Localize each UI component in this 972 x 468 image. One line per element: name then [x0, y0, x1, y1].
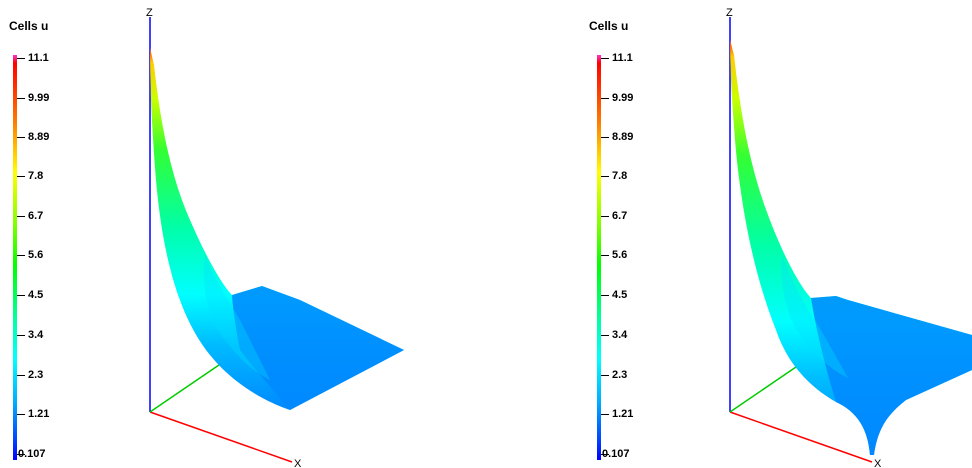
- tick-mark: [17, 216, 25, 217]
- tick-mark: [17, 335, 25, 336]
- tick-mark: [17, 137, 25, 138]
- tick-label: 9.99: [28, 92, 50, 104]
- tick-label: 8.89: [28, 131, 50, 143]
- tick-label: 6.7: [612, 210, 628, 222]
- tick-mark: [601, 176, 609, 177]
- tick-mark: [601, 58, 609, 59]
- colorbar: [13, 55, 17, 460]
- colorbar: [597, 55, 601, 460]
- tick-mark: [17, 58, 25, 59]
- tick-label: 6.7: [28, 210, 44, 222]
- tick-mark: [601, 255, 609, 256]
- tick-mark: [601, 414, 609, 415]
- surface-plateau: [232, 286, 404, 410]
- tick-label: 1.21: [28, 408, 50, 420]
- tick-label: 8.89: [612, 131, 634, 143]
- tick-mark: [17, 414, 25, 415]
- surface-highlight: [781, 255, 848, 378]
- plot-panel-left: Cells u 11.1 9.99 8.89 7.8 6.7 5.6 4.5 3…: [9, 7, 404, 468]
- tick-label: 3.4: [612, 329, 628, 341]
- tick-label: 2.3: [28, 369, 44, 381]
- tick-mark: [17, 454, 25, 455]
- tick-label: 9.99: [612, 92, 634, 104]
- surface-plot: Z X: [146, 7, 404, 468]
- tick-label: 11.1: [28, 52, 49, 64]
- tick-mark: [601, 335, 609, 336]
- surface-highlight: [203, 255, 270, 380]
- x-axis-label: X: [294, 458, 302, 468]
- tick-mark: [17, 255, 25, 256]
- tick-label: 11.1: [612, 52, 633, 64]
- surface-plot: Z X: [726, 7, 972, 468]
- tick-mark: [601, 216, 609, 217]
- tick-mark: [601, 98, 609, 99]
- tick-label: 5.6: [612, 249, 628, 261]
- tick-label: 0.107: [602, 448, 630, 460]
- tick-mark: [601, 454, 609, 455]
- z-axis-label: Z: [726, 7, 733, 19]
- tick-mark: [601, 137, 609, 138]
- tick-mark: [17, 176, 25, 177]
- legend-title: Cells u: [9, 19, 49, 33]
- tick-mark: [17, 98, 25, 99]
- tick-label: 3.4: [28, 329, 44, 341]
- tick-label: 4.5: [28, 289, 44, 301]
- tick-label: 1.21: [612, 408, 634, 420]
- tick-label: 4.5: [612, 289, 628, 301]
- tick-mark: [17, 375, 25, 376]
- tick-label: 2.3: [612, 369, 628, 381]
- surface-plateau: [811, 296, 972, 455]
- tick-label: 7.8: [28, 170, 44, 182]
- tick-label: 7.8: [612, 170, 628, 182]
- x-axis-label: X: [874, 458, 882, 468]
- z-axis-label: Z: [146, 7, 153, 19]
- tick-mark: [601, 295, 609, 296]
- plot-panel-right: Cells u 11.1 9.99 8.89 7.8 6.7 5.6 4.5 3…: [486, 0, 972, 468]
- tick-label: 0.107: [18, 448, 46, 460]
- x-axis: [729, 411, 873, 463]
- tick-mark: [601, 375, 609, 376]
- tick-label: 5.6: [28, 249, 44, 261]
- legend-title: Cells u: [589, 19, 629, 33]
- tick-mark: [17, 295, 25, 296]
- x-axis: [149, 411, 293, 463]
